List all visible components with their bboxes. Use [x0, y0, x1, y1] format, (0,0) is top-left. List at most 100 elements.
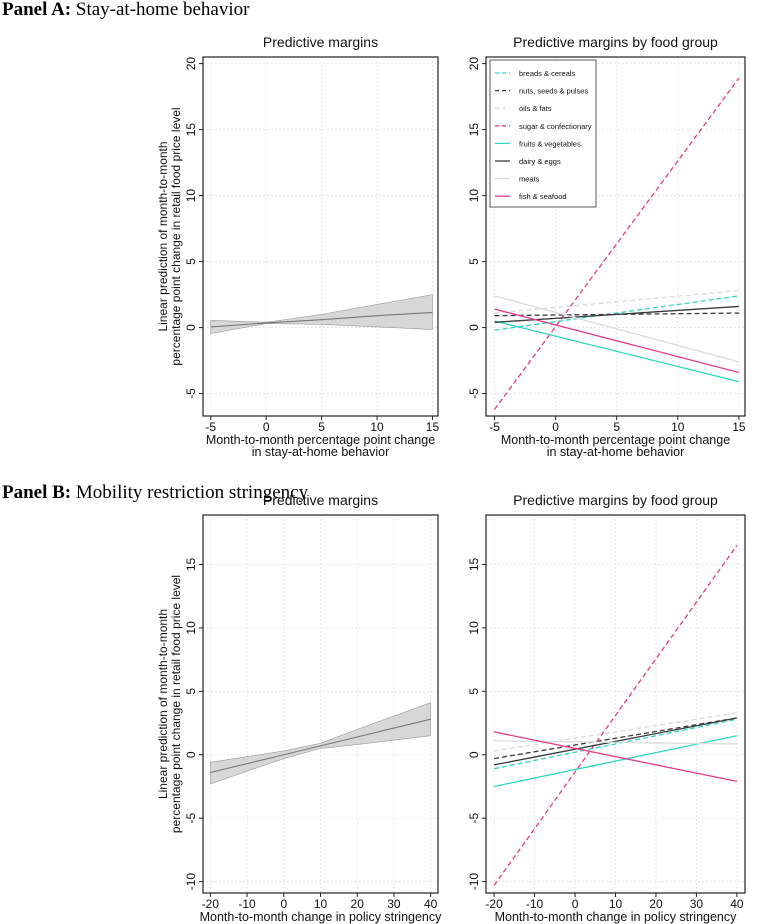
y-tick-label: 20 [467, 57, 481, 71]
chart-title: Predictive margins by food group [513, 34, 718, 50]
x-tick-label: 10 [671, 420, 685, 434]
legend-label: meats [519, 175, 540, 184]
y-tick-label: 0 [184, 751, 198, 758]
x-axis-label: Month-to-month percentage point change [501, 433, 730, 447]
x-axis-label: Month-to-month percentage point change [206, 433, 435, 447]
panel-b-subtitle: Mobility restriction stringency [75, 482, 309, 503]
series-line-sugar-confectionary [493, 545, 738, 886]
series-line-meats [494, 740, 737, 745]
series-line-oils-fats [494, 289, 739, 314]
y-tick-label: 5 [184, 688, 198, 695]
series-line-nuts-seeds-pulses [493, 717, 738, 760]
y-tick-label: 10 [467, 189, 481, 203]
legend-label: sugar & confectionary [519, 122, 592, 131]
x-tick-label: 10 [370, 420, 384, 434]
x-tick-label: 10 [609, 897, 623, 911]
y-tick-label: 10 [184, 621, 198, 635]
y-tick-label: 10 [467, 621, 481, 635]
x-tick-label: 10 [314, 897, 328, 911]
chart-title: Predictive margins by food group [513, 492, 718, 508]
y-tick-label: 0 [184, 324, 198, 331]
x-axis-label: in stay-at-home behavior [547, 445, 685, 459]
x-tick-label: 15 [732, 420, 746, 434]
legend-box [489, 59, 597, 208]
legend-label: nuts, seeds & pulses [519, 87, 588, 96]
series-line-fish-seafood [493, 731, 738, 783]
series-line-fish-seafood [494, 308, 740, 374]
panel-b-label: Panel B: [2, 482, 72, 503]
x-tick-label: -10 [526, 897, 544, 911]
plot-frame [202, 56, 439, 417]
y-tick-label: -10 [467, 873, 481, 891]
x-axis-label: in stay-at-home behavior [252, 445, 390, 459]
x-tick-label: 15 [426, 420, 440, 434]
y-tick-label: 15 [467, 123, 481, 137]
series-line-meats [494, 295, 740, 363]
series-line-sugar-confectionary [494, 77, 740, 410]
y-tick-label: -5 [184, 388, 198, 399]
x-tick-label: 0 [552, 420, 559, 434]
series-line-oils-fats [493, 712, 738, 752]
y-tick-label: 0 [467, 324, 481, 331]
x-tick-label: -20 [485, 897, 503, 911]
series-line-predictive-margin [210, 718, 431, 774]
y-tick-label: -5 [467, 388, 481, 399]
x-axis-label: Month-to-month change in policy stringen… [495, 910, 738, 924]
y-tick-label: -10 [184, 873, 198, 891]
y-tick-label: 5 [467, 258, 481, 265]
series-line-breads-cereals [494, 295, 739, 331]
y-axis-label: Linear prediction of month-to-month [156, 141, 170, 331]
y-tick-label: 0 [467, 751, 481, 758]
x-axis-label: Month-to-month change in policy stringen… [200, 910, 443, 924]
x-tick-label: 0 [263, 420, 270, 434]
legend-label: oils & fats [519, 104, 552, 113]
panel-a-subtitle: Stay-at-home behavior [75, 0, 250, 20]
series-line-dairy-eggs [493, 717, 738, 766]
x-tick-label: 0 [572, 897, 579, 911]
confidence-band [210, 294, 433, 334]
panel-a-label: Panel A: [2, 0, 72, 20]
y-axis-label: Linear prediction of month-to-month [156, 609, 170, 799]
legend-label: dairy & eggs [519, 157, 561, 166]
x-tick-label: 30 [387, 897, 401, 911]
legend-label: fish & seafood [519, 192, 567, 201]
x-tick-label: -20 [202, 897, 220, 911]
y-axis-label: percentage point change in retail food p… [169, 575, 183, 833]
y-tick-label: 15 [184, 557, 198, 571]
x-tick-label: 20 [649, 897, 663, 911]
x-tick-label: 0 [280, 897, 287, 911]
y-tick-label: 5 [467, 688, 481, 695]
x-tick-label: -10 [238, 897, 256, 911]
y-tick-label: 15 [467, 557, 481, 571]
y-tick-label: -5 [467, 813, 481, 824]
y-tick-label: -5 [184, 813, 198, 824]
x-tick-label: 40 [730, 897, 744, 911]
chart-title: Predictive margins [263, 492, 378, 508]
panel-a-title: Panel A: Stay-at-home behavior [2, 0, 249, 21]
y-tick-label: 5 [184, 258, 198, 265]
x-tick-label: 20 [351, 897, 365, 911]
legend-label: fruits & vegetables [519, 139, 581, 148]
series-line-fruits-vegetables [493, 735, 738, 788]
y-axis-label: percentage point change in retail food p… [169, 107, 183, 365]
series-line-fruits-vegetables [494, 320, 740, 383]
x-tick-label: 40 [424, 897, 438, 911]
x-tick-label: 5 [613, 420, 620, 434]
confidence-band [210, 702, 431, 785]
series-line-breads-cereals [493, 718, 738, 770]
legend-label: breads & cereals [519, 69, 576, 78]
x-tick-label: -5 [205, 420, 216, 434]
y-tick-label: 15 [184, 123, 198, 137]
x-tick-label: 30 [690, 897, 704, 911]
x-tick-label: 5 [318, 420, 325, 434]
panel-b-title: Panel B: Mobility restriction stringency [2, 482, 308, 504]
plot-frame [485, 56, 746, 417]
y-tick-label: 20 [184, 57, 198, 71]
y-tick-label: 10 [184, 189, 198, 203]
x-tick-label: -5 [489, 420, 500, 434]
series-line-predictive-margin [210, 311, 433, 328]
